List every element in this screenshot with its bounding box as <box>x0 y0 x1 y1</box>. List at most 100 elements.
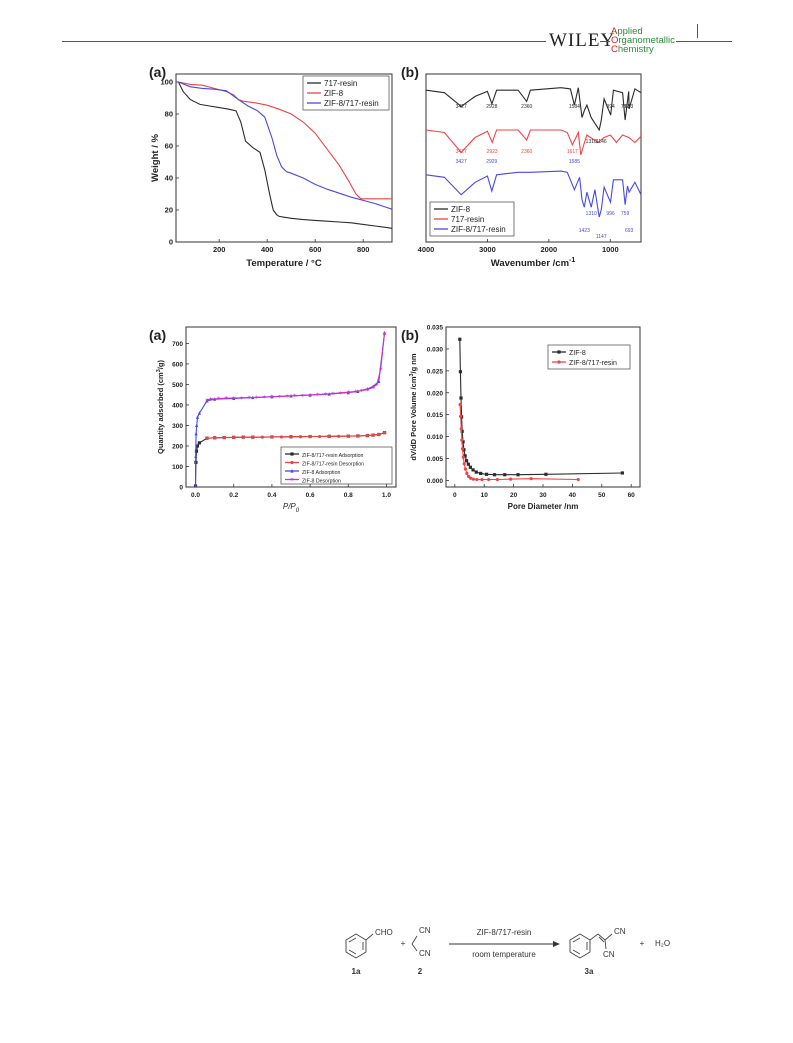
data-point <box>458 402 462 407</box>
peak-label: 1310 <box>586 139 597 145</box>
publisher-logo: WILEY <box>549 30 616 51</box>
data-point <box>194 431 198 436</box>
peak-label: 1146 <box>596 139 607 145</box>
axes: 0.0 0.2 0.4 0.6 0.8 1.0 0 100 200 300 400 500 600 700 <box>172 341 391 499</box>
legend-marker <box>290 460 294 465</box>
y-tick-label: 0.035 <box>427 325 444 332</box>
malononitrile-bonds <box>411 935 418 952</box>
legend-label: ZIF-8/717-resin Adsorption <box>302 453 364 459</box>
data-point: ✶ <box>292 393 297 400</box>
peak-label: 2360 <box>521 104 532 110</box>
data-point: ✶ <box>277 394 282 401</box>
data-point <box>460 447 465 451</box>
journal-line-2: Organometallic <box>611 35 675 46</box>
journal-line-1: Applied <box>611 26 643 37</box>
data-point <box>495 477 500 482</box>
publisher-dash <box>600 41 610 42</box>
data-point <box>468 465 472 469</box>
header-rule-left <box>62 41 546 42</box>
compound-label-3a: 3a <box>585 967 594 976</box>
data-point <box>195 444 200 448</box>
x-axis-label: Temperature / °C <box>246 258 322 269</box>
data-point <box>492 473 497 477</box>
data-point <box>475 477 479 482</box>
series-lines <box>177 81 393 229</box>
y-tick-label: 0.025 <box>427 368 444 375</box>
water-byproduct: H₂O <box>655 939 670 948</box>
catalyst-label: ZIF-8/717-resin <box>477 928 532 937</box>
journal-name: Applied Organometallic Chemistry <box>611 26 675 55</box>
legend-box <box>547 344 631 370</box>
data-point <box>194 449 199 453</box>
data-point <box>463 454 467 458</box>
legend-box <box>280 446 393 485</box>
plus-sign: + <box>401 939 406 948</box>
peak-label: 1585 <box>569 159 580 165</box>
legend-label: 717-resin <box>324 79 357 88</box>
x-tick-label: 200 <box>213 245 226 254</box>
aldehyde-group: CHO <box>375 928 393 937</box>
data-point: ✶ <box>285 393 290 400</box>
data-point <box>222 435 226 440</box>
y-tick-label: 20 <box>165 206 173 215</box>
x-tick-label: 20 <box>510 492 518 499</box>
data-point <box>308 434 312 439</box>
data-point: ✶ <box>262 394 267 401</box>
data-point <box>487 477 491 482</box>
x-tick-label: 40 <box>569 492 577 499</box>
legend: ZIF-8/717-resin Adsorption ZIF-8/717-resi… <box>280 446 393 485</box>
data-point: ✶ <box>374 381 379 388</box>
x-axis-label: P/P0 <box>283 502 300 514</box>
pore-size-chart: (b) 0 10 20 30 40 50 60 0.000 0.005 0.010 0.015 0.0… <box>401 325 641 511</box>
data-point <box>471 477 475 481</box>
data-point: ✶ <box>338 390 343 397</box>
legend-label: ZIF-8 <box>569 350 586 357</box>
data-point <box>270 435 274 439</box>
peak-label: 1423 <box>579 228 590 234</box>
isotherm-chart: (a) 0.0 0.2 0.4 0.6 0.8 1.0 0 100 200 300 400 500 60… <box>149 326 397 514</box>
x-tick-label: 10 <box>481 492 489 499</box>
y-tick-label: 0.015 <box>427 412 444 419</box>
x-tick-label: 800 <box>357 245 370 254</box>
data-point <box>205 398 209 403</box>
header-rule-right <box>676 41 732 42</box>
plot-frame <box>185 326 397 488</box>
panel-label: (b) <box>401 327 419 343</box>
data-point <box>232 435 236 439</box>
y-tick-label: 40 <box>165 174 173 183</box>
data-point <box>462 448 466 452</box>
series-line-0 <box>177 81 393 229</box>
peak-label: 2360 <box>521 149 532 155</box>
data-point: ✶ <box>382 330 387 337</box>
data-point <box>356 434 360 438</box>
data-point <box>327 434 331 438</box>
data-point <box>479 471 483 476</box>
legend: ZIF-8 ZIF-8/717-resin <box>547 344 631 370</box>
ftir-chart: (b) 4000 3000 2000 1000 3427 2928 2360 1584 131… <box>401 64 642 269</box>
data-point <box>460 438 464 442</box>
data-point: ✶ <box>330 390 335 397</box>
data-point <box>195 415 200 419</box>
data-point <box>620 471 624 475</box>
data-point <box>298 435 303 439</box>
legend-label: ZIF-8/717-resin Desorption <box>302 461 364 467</box>
y-tick-label: 200 <box>172 443 183 450</box>
data-point: ✶ <box>254 394 259 401</box>
peak-label: 2929 <box>486 159 497 165</box>
axes: 4000 3000 2000 1000 <box>418 239 619 254</box>
legend-marker <box>290 452 294 456</box>
data-point <box>279 435 284 439</box>
reaction-scheme: CHO 1a + CN CN 2 ZIF-8/717-resin room te… <box>345 926 670 976</box>
data-point: ✶ <box>315 391 320 398</box>
data-point <box>464 459 469 463</box>
data-point <box>516 473 520 477</box>
x-tick-label: 0 <box>453 492 457 499</box>
data-point: ✶ <box>239 395 244 402</box>
data-point: ✶ <box>353 388 358 395</box>
condition-label: room temperature <box>472 950 536 959</box>
peak-label: 2923 <box>487 149 498 155</box>
data-point <box>474 470 478 474</box>
